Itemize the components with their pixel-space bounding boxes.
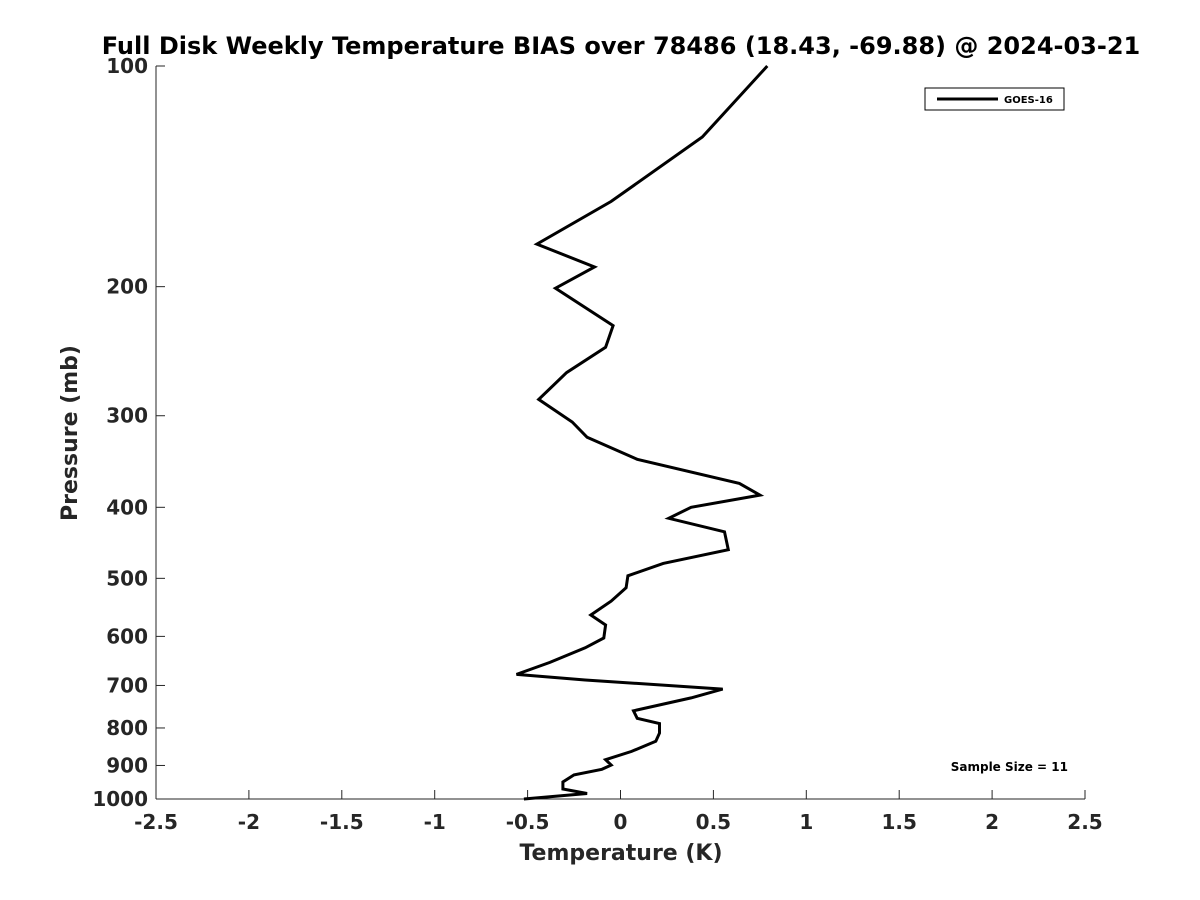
x-tick-label: 0 (614, 810, 628, 834)
x-axis-title: Temperature (K) (519, 841, 722, 866)
y-tick-label: 800 (106, 716, 148, 740)
plot-area: -2.5 -2 -1.5 -1 -0.5 0 0.5 1 1.5 2 2.5 100 200 300 400… (92, 54, 1102, 834)
x-tick-label: -0.5 (506, 810, 550, 834)
x-tick-label: -2.5 (134, 810, 178, 834)
legend: GOES-16 (924, 87, 1065, 111)
y-tick-label: 500 (106, 566, 148, 590)
sample-size-annotation: Sample Size = 11 (951, 760, 1068, 774)
y-axis-title: Pressure (mb) (58, 345, 83, 521)
y-tick-label: 1000 (92, 787, 148, 811)
x-tick-label: -1.5 (320, 810, 364, 834)
x-tick-label: 1 (799, 810, 813, 834)
legend-label-goes-16: GOES-16 (1004, 95, 1053, 106)
y-tick-label: 100 (106, 54, 148, 78)
y-tick-label: 400 (106, 495, 148, 519)
x-tick-label: -1 (424, 810, 446, 834)
x-tick-label: 2 (985, 810, 999, 834)
x-tick-label: 2.5 (1067, 810, 1102, 834)
y-tick-label: 900 (106, 753, 148, 777)
y-tick-label: 200 (106, 275, 148, 299)
y-tick-label: 600 (106, 624, 148, 648)
chart-title: Full Disk Weekly Temperature BIAS over 7… (102, 32, 1141, 60)
y-tick-label: 700 (106, 673, 148, 697)
x-tick-label: -2 (238, 810, 260, 834)
x-tick-label: 0.5 (696, 810, 731, 834)
y-tick-label: 300 (106, 404, 148, 428)
series-line-goes-16 (515, 64, 769, 801)
x-tick-label: 1.5 (881, 810, 916, 834)
